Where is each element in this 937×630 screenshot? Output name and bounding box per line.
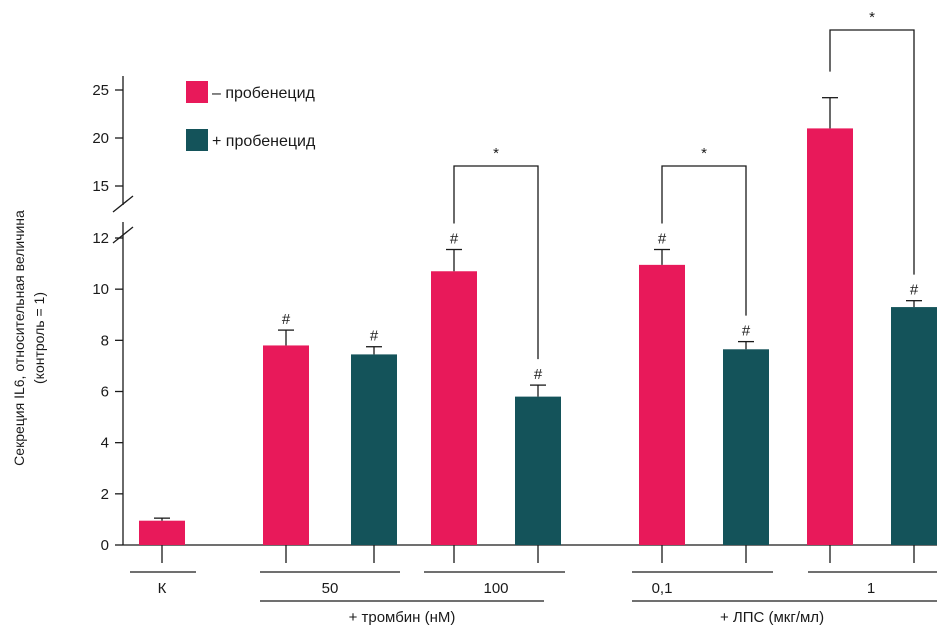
bar — [515, 396, 561, 545]
significance-hash: # — [742, 323, 751, 340]
bars: # # # # # # # — [139, 97, 937, 563]
bar — [139, 520, 185, 545]
significance-hash: # — [658, 231, 667, 248]
y-tick-label: 4 — [101, 435, 109, 452]
significance-star: * — [493, 145, 499, 162]
group-label: К — [158, 580, 167, 597]
bar — [351, 354, 397, 545]
legend-label: – пробенецид — [212, 85, 316, 102]
legend: – пробенецид + пробенецид — [186, 81, 316, 151]
group-label: 1 — [867, 580, 875, 597]
y-tick-label: 20 — [92, 130, 109, 147]
y-tick-label: 0 — [101, 537, 109, 554]
bar — [891, 307, 937, 545]
y-tick-label: 25 — [92, 82, 109, 99]
significance-bracket — [453, 165, 539, 360]
x-axis: К 50 100 0,1 1 + тромбин (нМ) + ЛПС (мкг/мл) — [130, 571, 937, 626]
significance-hash: # — [450, 231, 459, 248]
y-tick-label: 15 — [92, 178, 109, 195]
significance-hash: # — [534, 366, 543, 383]
legend-swatch — [186, 81, 208, 103]
y-axis-title-line-1: Секреция IL6, относительная величина — [11, 210, 27, 466]
bar — [431, 271, 477, 545]
y-tick-label: 8 — [101, 332, 109, 349]
significance-bracket — [829, 29, 915, 275]
y-axis-title: Секреция IL6, относительная величина (ко… — [11, 210, 47, 466]
super-group-label: + тромбин (нМ) — [349, 609, 456, 626]
significance-hash: # — [910, 282, 919, 299]
y-tick-label: 12 — [92, 230, 109, 247]
group-label: 50 — [322, 580, 339, 597]
significance-bracket — [661, 165, 747, 316]
significance-brackets: * * * — [453, 9, 915, 360]
significance-hash: # — [282, 311, 291, 328]
y-tick-label: 10 — [92, 281, 109, 298]
legend-swatch — [186, 129, 208, 151]
significance-star: * — [701, 145, 707, 162]
bar — [263, 345, 309, 545]
super-group-label: + ЛПС (мкг/мл) — [720, 609, 824, 626]
significance-hash: # — [370, 328, 379, 345]
axis-break-mark — [112, 226, 134, 244]
bar — [639, 264, 685, 545]
y-axis-title-line-2: (контроль = 1) — [31, 292, 47, 384]
significance-star: * — [869, 9, 875, 26]
group-label: 0,1 — [652, 580, 673, 597]
y-tick-label: 6 — [101, 384, 109, 401]
y-tick-label: 2 — [101, 486, 109, 503]
bar — [723, 349, 769, 545]
axis-break-mark — [112, 195, 134, 213]
group-label: 100 — [483, 580, 508, 597]
legend-label: + пробенецид — [212, 133, 316, 150]
bar — [807, 128, 853, 545]
